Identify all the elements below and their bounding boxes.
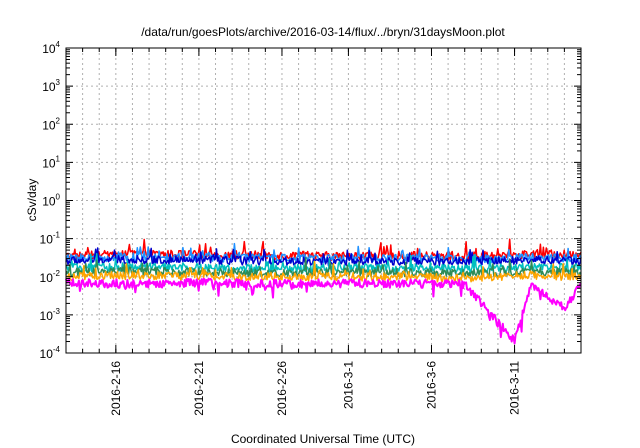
y-tick-label: 103 <box>42 78 60 94</box>
y-tick-labels: 10-4 10-3 10-2 10-1 100 101 102 103 104 <box>40 40 61 361</box>
y-tick-label: 10-3 <box>40 307 61 323</box>
x-tick-label: 2016-2-16 <box>109 361 123 416</box>
y-axis-label: cSv/day <box>25 179 39 222</box>
plot-frame <box>65 47 582 354</box>
y-tick-label: 102 <box>42 116 60 132</box>
y-tick-label: 10-4 <box>40 345 61 361</box>
x-tick-label: 2016-3-11 <box>508 361 522 415</box>
series-line <box>65 260 582 283</box>
x-tick-label: 2016-3-1 <box>341 361 355 409</box>
y-tick-label: 10-1 <box>40 231 61 247</box>
y-tick-label: 104 <box>42 40 60 56</box>
ticks <box>66 47 581 354</box>
series-line <box>65 247 582 267</box>
chart-title: /data/run/goesPlots/archive/2016-03-14/f… <box>141 25 505 39</box>
x-tick-label: 2016-2-21 <box>192 361 206 416</box>
y-tick-label: 10-2 <box>40 269 61 285</box>
series-layer <box>65 238 582 345</box>
grid <box>66 48 581 353</box>
y-tick-label: 100 <box>42 193 60 209</box>
series-line <box>65 277 582 345</box>
x-tick-label: 2016-3-6 <box>424 361 438 409</box>
x-tick-labels: 2016-2-16 2016-2-21 2016-2-26 2016-3-1 2016-… <box>109 361 522 416</box>
y-tick-label: 101 <box>42 154 60 170</box>
x-tick-label: 2016-2-26 <box>275 361 289 416</box>
x-axis-label: Coordinated Universal Time (UTC) <box>231 432 415 446</box>
